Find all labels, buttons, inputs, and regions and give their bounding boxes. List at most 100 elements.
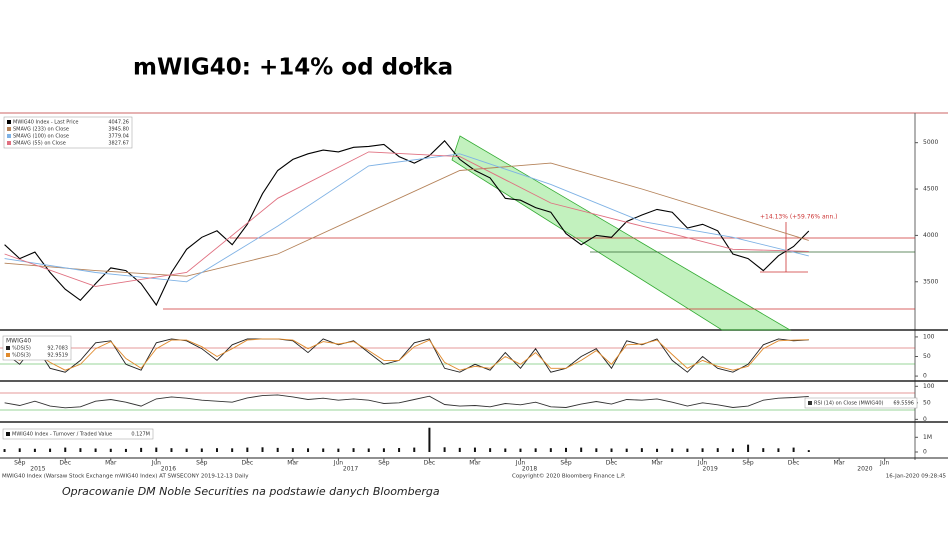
bar [686,448,689,452]
bar [504,448,507,452]
legend-label: MWIG40 Index - Turnover / Traded Value [12,432,112,438]
bar [564,447,567,452]
legend-label: SMAVG (100) on Close [13,134,69,140]
legend-swatch [7,134,11,138]
y-tick-label: 100 [923,383,935,390]
y-tick-label: 0 [923,373,927,380]
legend-label: SMAVG (233) on Close [13,127,69,133]
x-tick-label: Jun [151,460,162,467]
x-tick-label: Jun [333,460,344,467]
x-tick-label: Sep [378,460,390,467]
legend-box [3,116,133,149]
bar [109,448,112,452]
x-tick-label: Mar [651,460,663,467]
bar [49,448,52,452]
bar [731,448,734,452]
bar [382,448,385,452]
trend-channel [451,135,792,331]
bar [458,447,461,452]
legend-label: MWIG40 Index - Last Price [13,120,79,126]
y-tick-label: 50 [923,353,931,360]
x-tick-label: Sep [560,460,572,467]
bar [94,448,97,452]
x-tick-label: Dec [424,460,436,467]
footer-left: MWIG40 Index (Warsaw Stock Exchange mWIG… [2,474,249,480]
bar [519,448,522,452]
legend-value: 3945.80 [108,127,129,133]
series-line [4,151,809,287]
bar [64,447,67,452]
bar [762,448,765,452]
y-tick-label: 5000 [923,139,938,146]
bar [701,448,704,452]
legend-swatch [808,401,812,405]
x-tick-label: Dec [242,460,254,467]
legend-value: 3827.67 [108,141,129,147]
y-tick-label: 3500 [923,278,938,285]
bar [716,448,719,452]
series-line [4,139,810,307]
bar [610,448,613,452]
legend-swatch [6,353,10,357]
bar [656,448,659,452]
bar [777,448,780,452]
bar [534,448,537,452]
legend-box [804,397,918,409]
bar [443,447,446,452]
legend-label: %DS(5) [12,346,31,352]
footer-right: 16-Jan-2020 09:28:45 [886,474,947,480]
x-tick-label: Dec [606,460,618,467]
bar [807,450,810,452]
bar [246,447,249,452]
x-tick-label: Dec [59,460,71,467]
bar [428,427,431,452]
legend-value: 92.7083 [47,346,68,352]
bar [3,449,6,452]
bar [307,448,310,452]
bar [398,448,401,452]
bar [322,448,325,452]
bar [367,448,370,452]
x-tick-label: Mar [105,460,117,467]
legend-box [2,335,72,361]
bar [352,448,355,452]
x-tick-label: Mar [469,460,481,467]
legend-swatch [7,127,11,131]
bar [792,447,795,452]
year-label: 2020 [857,466,872,473]
legend-value: 3779.04 [108,134,129,140]
bar [124,448,127,452]
x-tick-label: Jun [515,460,526,467]
y-tick-label: 1M [923,434,932,441]
year-label: 2018 [522,466,537,473]
bar [79,448,82,452]
year-label: 2015 [30,466,45,473]
annotation: +14.13% (+59.76% ann.) [760,214,838,221]
legend-value: 69.5596 [893,401,914,407]
bar [231,448,234,452]
legend-value: 0.127M [131,432,150,438]
legend-label: RSI (14) on Close (MWIG40) [814,401,884,407]
bar [33,448,36,452]
y-tick-label: 0 [923,416,927,423]
x-tick-label: Sep [14,460,26,467]
series-line [4,338,809,373]
chart-title: mWIG40: +14% od dołka [133,55,453,81]
series-line [4,153,809,283]
y-tick-label: 4000 [923,232,938,239]
bar [413,447,416,452]
bar [580,447,583,452]
source-note: Opracowanie DM Noble Securities na podst… [62,485,440,498]
bar [640,448,643,452]
y-tick-label: 50 [923,399,931,406]
bar [261,447,264,452]
legend-value: 92.9519 [47,353,68,359]
bar [473,447,476,452]
year-label: 2019 [703,466,718,473]
bar [489,448,492,452]
legend-swatch [6,346,10,350]
legend-value: 4047.26 [108,120,129,126]
bar [747,444,750,452]
x-tick-label: Sep [742,460,754,467]
